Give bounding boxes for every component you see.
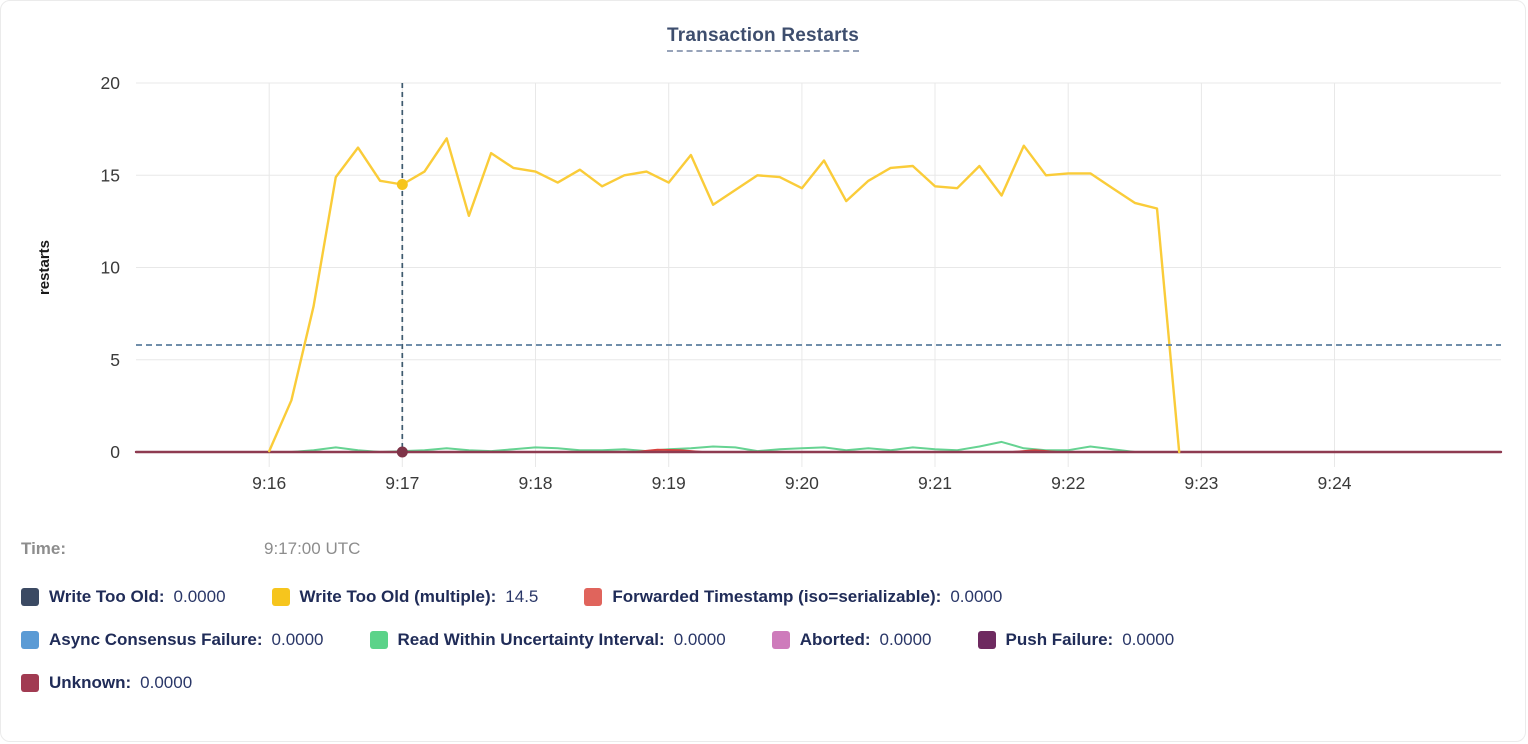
x-tick-label: 9:23 <box>1184 473 1218 493</box>
legend-row: Async Consensus Failure: 0.0000 Read Withi… <box>21 630 1174 650</box>
x-tick-label: 9:17 <box>385 473 419 493</box>
legend-value: 0.0000 <box>673 630 726 649</box>
legend-label: Read Within Uncertainty Interval: <box>397 630 665 649</box>
chart-title[interactable]: Transaction Restarts <box>667 25 859 52</box>
legend-item-unknown: Unknown: 0.0000 <box>21 673 192 693</box>
y-tick-label: 15 <box>101 165 120 185</box>
legend-item-forwarded-timestamp-iso-serializable: Forwarded Timestamp (iso=serializable): 0… <box>584 587 1002 607</box>
legend-swatch-unknown <box>21 674 39 692</box>
legend-swatch-push-failure <box>977 631 996 649</box>
legend-label: Aborted: <box>799 630 871 649</box>
y-tick-label: 10 <box>101 258 121 278</box>
hover-time-label: Time: <box>21 539 67 558</box>
legend-label: Write Too Old: <box>49 587 165 606</box>
x-tick-label: 9:20 <box>785 473 819 493</box>
legend-item-read-within-uncertainty-interval: Read Within Uncertainty Interval: 0.0000 <box>369 630 726 650</box>
legend-label: Unknown: <box>49 673 132 692</box>
x-tick-label: 9:21 <box>918 473 952 493</box>
x-tick-label: 9:24 <box>1317 473 1351 493</box>
y-tick-label: 5 <box>110 350 120 370</box>
x-tick-label: 9:16 <box>252 473 286 493</box>
chart-header: Transaction Restarts <box>1 25 1525 52</box>
legend-swatch-write-too-old <box>21 588 39 606</box>
legend-label: Push Failure: <box>1005 630 1114 649</box>
x-tick-label: 9:22 <box>1051 473 1085 493</box>
legend-item-write-too-old-multiple: Write Too Old (multiple): 14.5 <box>271 587 539 607</box>
legend-label: Async Consensus Failure: <box>49 630 263 649</box>
legend-value: 14.5 <box>505 587 539 606</box>
legend-item-aborted: Aborted: 0.0000 <box>771 630 932 650</box>
legend-swatch-aborted <box>771 631 790 649</box>
legend-row: Unknown: 0.0000 <box>21 673 1174 693</box>
legend-value: 0.0000 <box>1122 630 1175 649</box>
legend-row: Write Too Old: 0.0000 Write Too Old (multi… <box>21 587 1174 607</box>
y-axis-label: restarts <box>36 240 53 295</box>
legend-item-async-consensus-failure: Async Consensus Failure: 0.0000 <box>21 630 324 650</box>
series-line-write-too-old-multiple <box>268 137 1181 454</box>
legend-label: Forwarded Timestamp (iso=serializable): <box>612 587 942 606</box>
x-tick-label: 9:18 <box>518 473 552 493</box>
chart-legend: Write Too Old: 0.0000 Write Too Old (multi… <box>21 587 1174 716</box>
legend-item-push-failure: Push Failure: 0.0000 <box>977 630 1175 650</box>
hover-point-unknown <box>396 446 408 458</box>
legend-label: Write Too Old (multiple): <box>299 587 497 606</box>
series-line-read-within-uncertainty-interval <box>268 440 1136 453</box>
legend-swatch-read-within-uncertainty-interval <box>369 631 388 649</box>
x-tick-label: 9:19 <box>652 473 686 493</box>
hover-time-value: 9:17:00 UTC <box>264 539 361 558</box>
legend-value: 0.0000 <box>173 587 226 606</box>
legend-value: 0.0000 <box>140 673 193 692</box>
legend-swatch-async-consensus-failure <box>21 631 39 649</box>
legend-value: 0.0000 <box>879 630 932 649</box>
hover-time-row: Time: 9:17:00 UTC <box>21 539 1501 563</box>
y-tick-label: 0 <box>110 442 120 462</box>
legend-value: 0.0000 <box>271 630 324 649</box>
y-tick-label: 20 <box>101 73 121 93</box>
legend-swatch-write-too-old-multiple <box>271 588 290 606</box>
legend-value: 0.0000 <box>950 587 1003 606</box>
chart-plot-area[interactable]: 0 5 10 15 20 9:16 9:17 9:18 9:19 9:20 9:21 9:22 9:23… <box>1 1 1526 521</box>
legend-swatch-forwarded-timestamp-iso-serializable <box>584 588 603 606</box>
legend-item-write-too-old: Write Too Old: 0.0000 <box>21 587 226 607</box>
hover-point-write-too-old-multiple <box>396 179 408 190</box>
